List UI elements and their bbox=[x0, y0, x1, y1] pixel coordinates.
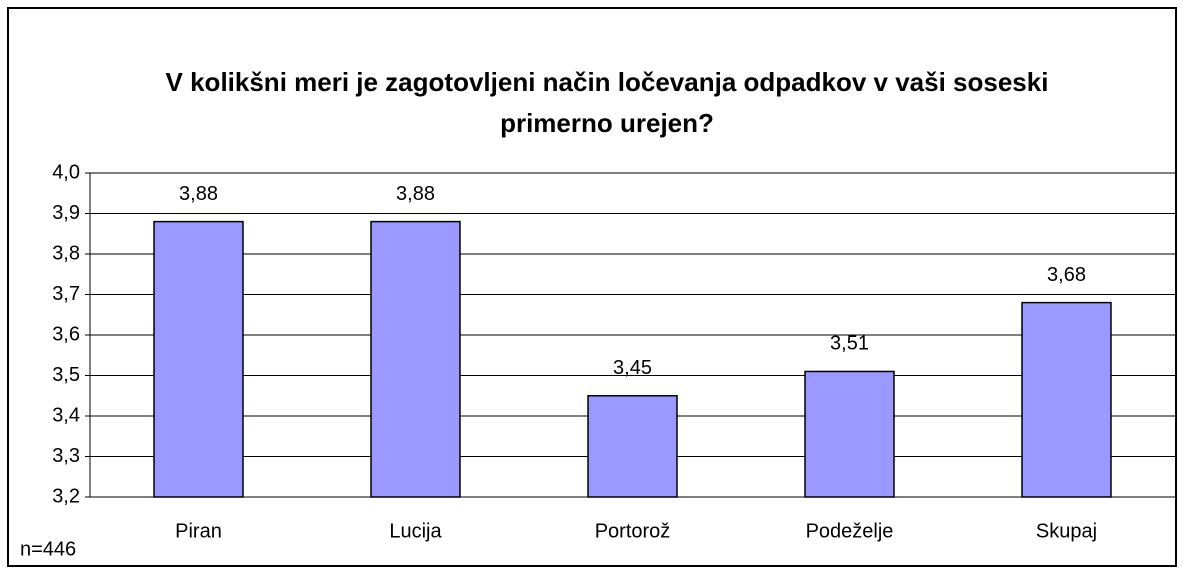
y-tick-label: 3,9 bbox=[52, 202, 80, 224]
y-tick-label: 3,3 bbox=[52, 445, 80, 467]
value-label: 3,45 bbox=[613, 357, 652, 379]
bar bbox=[153, 220, 244, 498]
bar bbox=[1021, 301, 1112, 498]
x-tick-label: Podeželje bbox=[806, 520, 894, 542]
y-tick-label: 3,6 bbox=[52, 323, 80, 345]
y-tick-label: 3,8 bbox=[52, 242, 80, 264]
y-tick-label: 3,4 bbox=[52, 404, 80, 426]
y-tick-label: 3,7 bbox=[52, 283, 80, 305]
bar bbox=[370, 220, 461, 498]
x-tick-label: Portorož bbox=[595, 520, 671, 542]
bar bbox=[587, 395, 678, 498]
value-label: 3,88 bbox=[396, 183, 435, 205]
x-tick-label: Lucija bbox=[389, 520, 442, 542]
x-tick-label: Skupaj bbox=[1036, 520, 1097, 542]
y-tick-label: 4,0 bbox=[52, 161, 80, 183]
y-tick-label: 3,5 bbox=[52, 364, 80, 386]
chart-title: V kolikšni meri je zagotovljeni način lo… bbox=[165, 67, 1049, 138]
y-tick-label: 3,2 bbox=[52, 485, 80, 507]
annotation: n=446 bbox=[20, 538, 76, 560]
value-label: 3,68 bbox=[1047, 264, 1086, 286]
x-tick-label: Piran bbox=[175, 520, 222, 542]
bar bbox=[804, 370, 895, 498]
value-label: 3,88 bbox=[179, 183, 218, 205]
value-label: 3,51 bbox=[830, 333, 869, 355]
